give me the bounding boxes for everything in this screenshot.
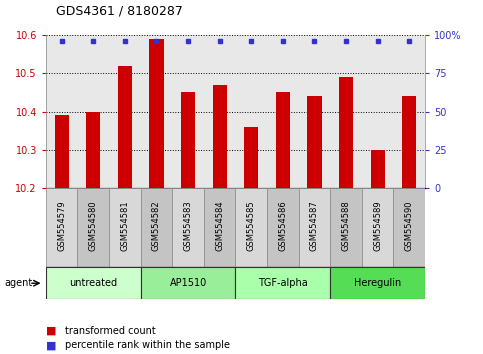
Bar: [394, 188, 425, 267]
Text: GSM554590: GSM554590: [405, 201, 414, 251]
Bar: [330, 267, 425, 299]
Text: GSM554584: GSM554584: [215, 200, 224, 251]
Text: GSM554585: GSM554585: [247, 200, 256, 251]
Text: untreated: untreated: [69, 278, 117, 288]
Bar: [267, 188, 298, 267]
Bar: [307, 96, 322, 188]
Text: GSM554589: GSM554589: [373, 200, 382, 251]
Bar: [339, 77, 353, 188]
Text: agent: agent: [5, 278, 33, 288]
Bar: [362, 188, 394, 267]
Text: GSM554583: GSM554583: [184, 200, 193, 251]
Text: GSM554580: GSM554580: [89, 200, 98, 251]
Text: GSM554588: GSM554588: [341, 200, 351, 251]
Bar: [77, 188, 109, 267]
Bar: [298, 188, 330, 267]
Bar: [172, 188, 204, 267]
Text: ■: ■: [46, 340, 57, 350]
Text: transformed count: transformed count: [65, 326, 156, 336]
Text: TGF-alpha: TGF-alpha: [258, 278, 308, 288]
Bar: [244, 127, 258, 188]
Bar: [236, 267, 330, 299]
Bar: [181, 92, 195, 188]
Bar: [276, 92, 290, 188]
Text: ■: ■: [46, 326, 57, 336]
Bar: [236, 188, 267, 267]
Bar: [46, 267, 141, 299]
Text: GSM554587: GSM554587: [310, 200, 319, 251]
Text: GDS4361 / 8180287: GDS4361 / 8180287: [56, 5, 183, 18]
Text: AP1510: AP1510: [170, 278, 207, 288]
Bar: [330, 188, 362, 267]
Text: GSM554586: GSM554586: [278, 200, 287, 251]
Text: percentile rank within the sample: percentile rank within the sample: [65, 340, 230, 350]
Bar: [204, 188, 236, 267]
Text: Heregulin: Heregulin: [354, 278, 401, 288]
Bar: [109, 188, 141, 267]
Text: GSM554582: GSM554582: [152, 200, 161, 251]
Text: GSM554581: GSM554581: [120, 200, 129, 251]
Bar: [213, 85, 227, 188]
Bar: [370, 149, 385, 188]
Bar: [86, 112, 100, 188]
Bar: [402, 96, 416, 188]
Bar: [141, 188, 172, 267]
Bar: [149, 39, 164, 188]
Bar: [141, 267, 236, 299]
Bar: [118, 66, 132, 188]
Text: GSM554579: GSM554579: [57, 200, 66, 251]
Bar: [55, 115, 69, 188]
Bar: [46, 188, 77, 267]
